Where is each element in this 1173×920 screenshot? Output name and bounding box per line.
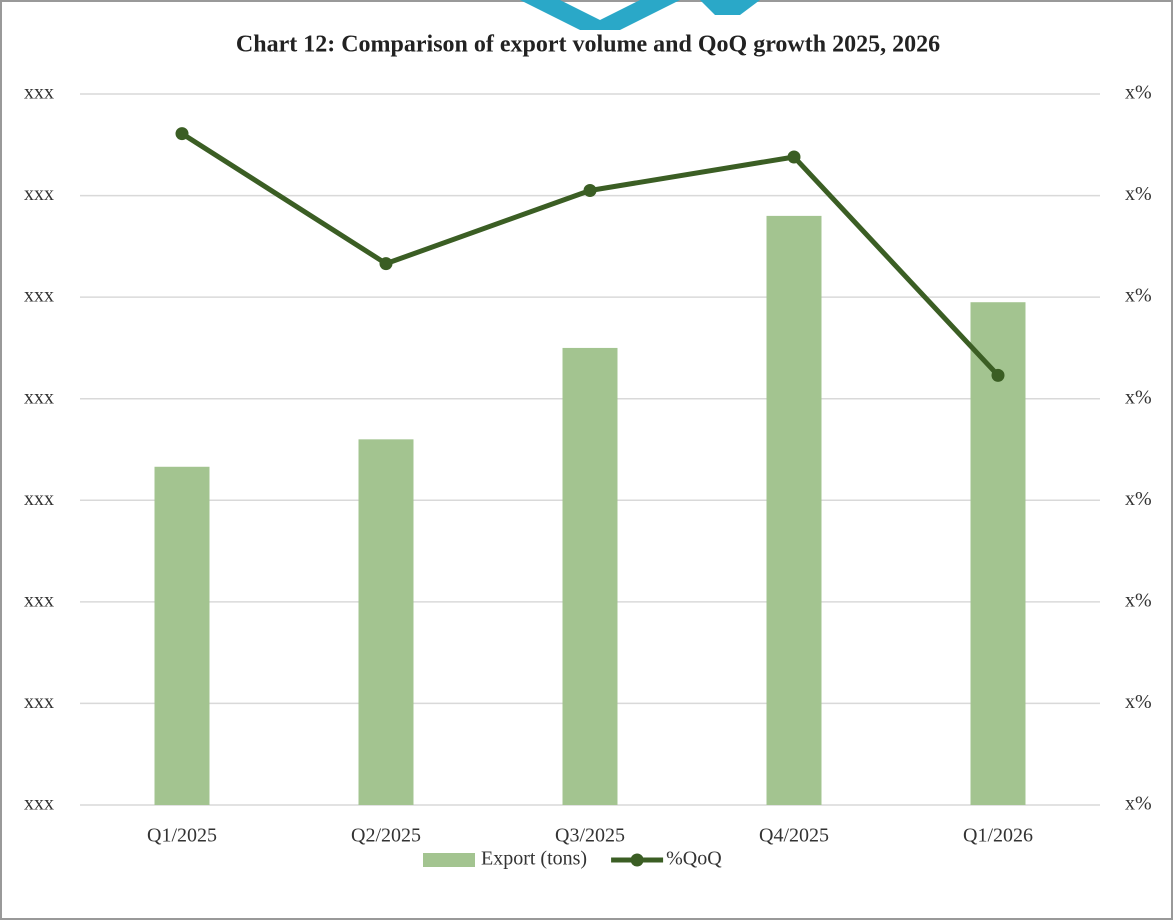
y-tick-label: xxx: [24, 183, 54, 205]
y2-tick-label: x%: [1125, 691, 1152, 713]
legend-label: %QoQ: [666, 848, 722, 870]
bar: [154, 466, 210, 805]
y2-tick-label: x%: [1125, 793, 1152, 815]
logo-fragment: [520, 0, 680, 30]
y2-tick-label: x%: [1125, 386, 1152, 408]
y-tick-label: xxx: [24, 285, 54, 307]
bar: [358, 439, 414, 805]
legend-swatch: [630, 853, 644, 867]
line-marker: [379, 257, 393, 271]
y-tick-label: xxx: [24, 589, 54, 611]
x-tick-label: Q2/2025: [351, 825, 421, 847]
x-tick-label: Q1/2025: [147, 825, 217, 847]
line-marker: [787, 150, 801, 164]
bar: [970, 302, 1026, 805]
y2-tick-label: x%: [1125, 183, 1152, 205]
legend-label: Export (tons): [481, 848, 587, 870]
x-tick-label: Q4/2025: [759, 825, 829, 847]
line-marker: [991, 368, 1005, 382]
bar: [562, 347, 618, 805]
line-marker: [583, 183, 597, 197]
bar: [766, 215, 822, 805]
y2-tick-label: x%: [1125, 589, 1152, 611]
y-tick-label: xxx: [24, 793, 54, 815]
y-tick-label: xxx: [24, 691, 54, 713]
line-marker: [175, 127, 189, 141]
y2-tick-label: x%: [1125, 285, 1152, 307]
y2-tick-label: x%: [1125, 488, 1152, 510]
logo-fragment: [700, 0, 760, 15]
x-tick-label: Q3/2025: [555, 825, 625, 847]
y-tick-label: xxx: [24, 386, 54, 408]
y2-tick-label: x%: [1125, 82, 1152, 104]
y-tick-label: xxx: [24, 488, 54, 510]
y-tick-label: xxx: [24, 82, 54, 104]
chart-title: Chart 12: Comparison of export volume an…: [236, 32, 940, 58]
legend-swatch: [423, 853, 475, 867]
x-tick-label: Q1/2026: [963, 825, 1033, 847]
